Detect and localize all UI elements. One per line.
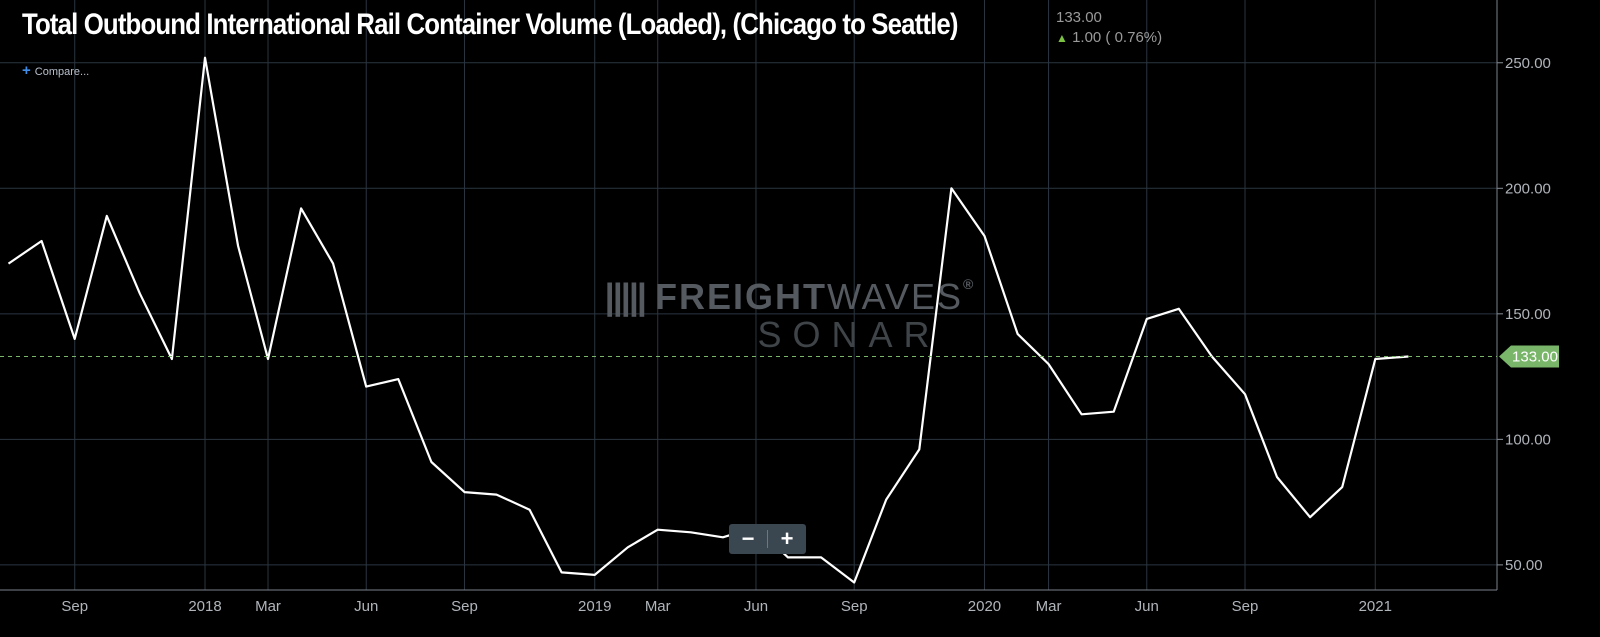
x-tick-label: Mar xyxy=(255,598,281,615)
last-value-tag-label: 133.00 xyxy=(1512,349,1558,366)
arrow-up-icon: ▲ xyxy=(1056,31,1068,45)
series-line xyxy=(7,56,1409,584)
x-tick-label: Mar xyxy=(645,598,671,615)
zoom-control: − + xyxy=(729,524,806,554)
y-tick-label: 200.00 xyxy=(1505,180,1551,197)
plus-icon: + xyxy=(22,62,31,79)
last-value: 133.00 xyxy=(1056,9,1102,26)
x-tick-label: 2020 xyxy=(968,598,1001,615)
x-tick-label: 2019 xyxy=(578,598,611,615)
zoom-out-button[interactable]: − xyxy=(741,526,755,551)
zoom-in-button[interactable]: + xyxy=(780,526,794,551)
y-tick-label: 100.00 xyxy=(1505,431,1551,448)
zoom-divider xyxy=(767,530,768,548)
change-value: 1.00 ( 0.76%) xyxy=(1072,29,1163,46)
chart-title: Total Outbound International Rail Contai… xyxy=(22,8,958,41)
y-tick-label: 250.00 xyxy=(1505,55,1551,72)
y-tick-label: 150.00 xyxy=(1505,306,1551,323)
compare-label: Compare... xyxy=(34,66,90,78)
x-tick-label: Sep xyxy=(1232,598,1259,615)
x-tick-label: Sep xyxy=(451,598,478,615)
x-tick-label: Jun xyxy=(1135,598,1159,615)
y-tick-label: 50.00 xyxy=(1505,557,1543,574)
x-tick-label: 2018 xyxy=(188,598,221,615)
x-tick-label: 2021 xyxy=(1359,598,1392,615)
x-tick-label: Jun xyxy=(354,598,378,615)
x-tick-label: Sep xyxy=(61,598,88,615)
last-value-tag xyxy=(1499,345,1559,368)
change-indicator: ▲ 1.00 ( 0.76%) xyxy=(1056,29,1162,46)
x-tick-label: Sep xyxy=(841,598,868,615)
x-tick-label: Mar xyxy=(1036,598,1062,615)
compare-button[interactable]: + Compare... xyxy=(22,62,89,79)
x-tick-label: Jun xyxy=(744,598,768,615)
